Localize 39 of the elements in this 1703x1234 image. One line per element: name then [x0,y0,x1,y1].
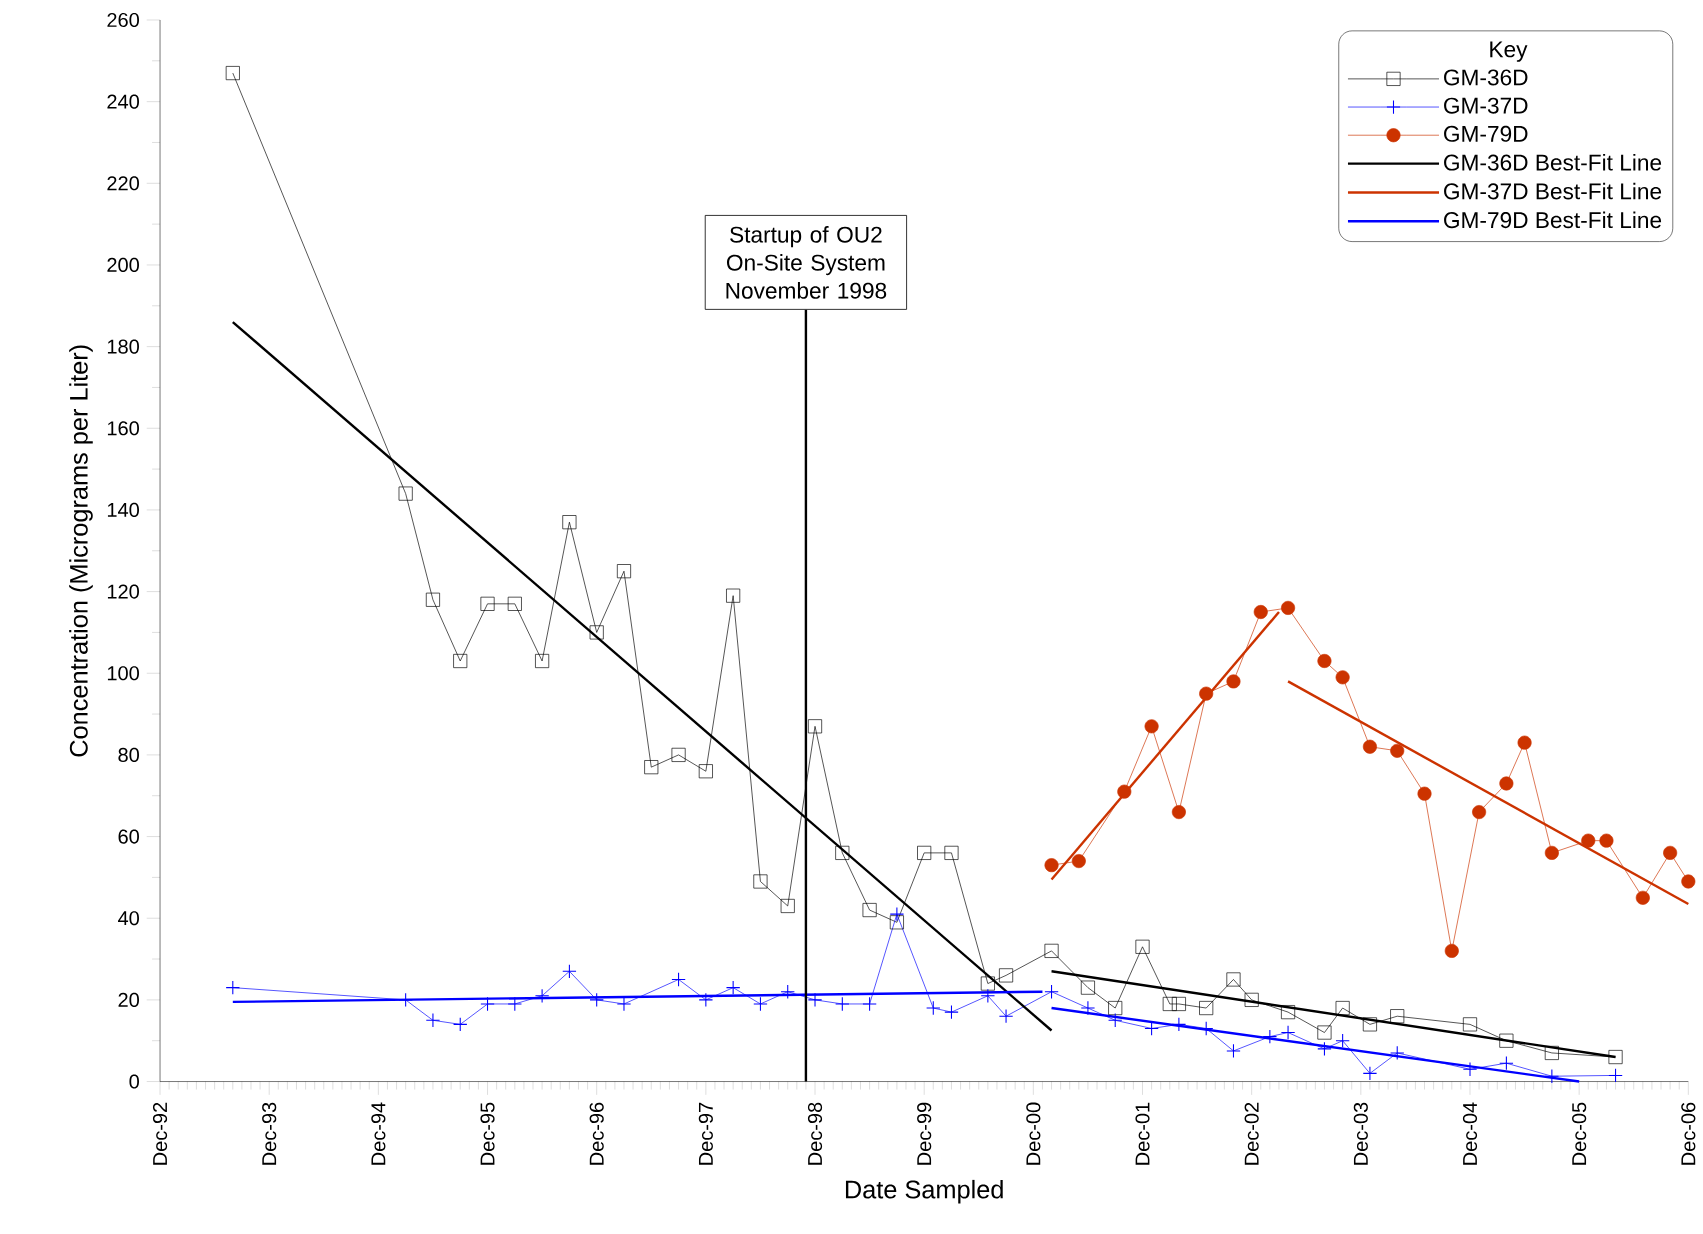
y-tick-label: 100 [107,666,139,681]
legend-label: GM-36D Best-Fit Line [1444,154,1662,171]
x-tick-label: Dec-02 [1244,1103,1259,1165]
y-tick-label: 180 [107,339,139,354]
y-tick-label: 260 [107,13,139,28]
legend-title: Key [1490,41,1528,63]
ref-line-label: Startup of OU2 On-Site System November 1998 [726,226,887,299]
y-tick-label: 240 [107,94,139,109]
x-tick-label: Dec-05 [1572,1102,1587,1165]
x-tick-label: Dec-97 [698,1103,713,1165]
x-tick-label: Dec-03 [1353,1102,1368,1165]
x-tick-label: Dec-96 [589,1102,604,1165]
x-tick-label: Dec-99 [917,1102,932,1165]
x-tick-label: Dec-01 [1135,1103,1150,1165]
legend-label: GM-37D Best-Fit Line [1444,182,1662,200]
y-tick-label: 140 [107,503,139,518]
y-tick-label: 220 [107,176,139,191]
legend-label: GM-79D [1444,126,1528,143]
x-tick-label: Dec-95 [480,1102,495,1165]
legend-label: GM-79D Best-Fit Line [1444,211,1662,229]
x-tick-label: Dec-93 [262,1102,277,1165]
x-tick-label: Dec-92 [152,1103,168,1165]
x-tick-label: Dec-98 [807,1102,823,1165]
x-tick-label: Dec-94 [371,1102,386,1165]
y-tick-label: 80 [118,748,139,763]
y-tick-label: 200 [107,258,139,273]
x-tick-label: Dec-06 [1681,1102,1696,1165]
x-axis-title: Date Sampled [845,1180,1003,1204]
y-tick-label: 60 [118,829,139,844]
legend-label: GM-36D [1444,69,1528,86]
x-tick-label: Dec-04 [1462,1102,1478,1165]
y-axis-title: Concentration (Micrograms per Liter) [69,345,93,757]
y-tick-label: 120 [107,584,139,599]
y-tick-label: 20 [118,993,139,1008]
y-tick-label: 0 [129,1074,139,1089]
legend-label: GM-37D [1444,97,1528,114]
y-tick-label: 160 [107,421,139,436]
y-tick-label: 40 [118,911,139,926]
x-tick-label: Dec-00 [1026,1102,1041,1165]
